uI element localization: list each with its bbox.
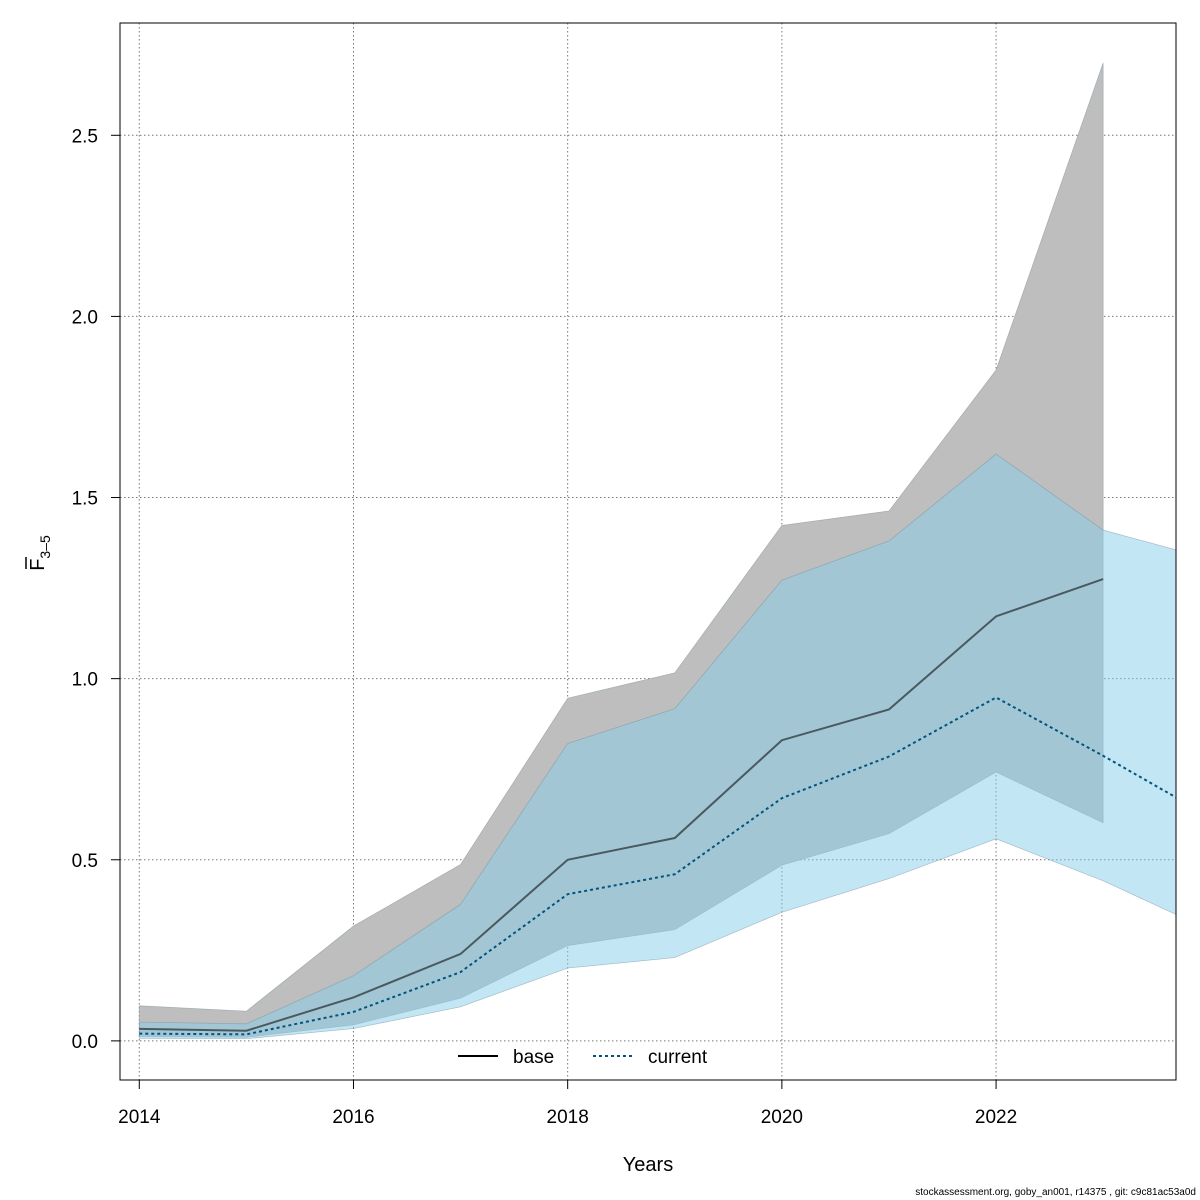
x-axis: 2014 2016 2018 2020 2022	[118, 1080, 1017, 1128]
y-axis: 0.0 0.5 1.0 1.5 2.0 2.5	[72, 126, 120, 1053]
y-axis-title: F3–5	[25, 535, 53, 571]
line-base	[139, 578, 1104, 1032]
x-tick-label-2020: 2020	[761, 1107, 803, 1128]
confidence-bands	[138, 62, 1176, 1040]
legend-label-current: current	[648, 1047, 708, 1068]
x-tick-label-2018: 2018	[547, 1107, 589, 1128]
x-axis-title: Years	[623, 1154, 673, 1176]
series-lines	[139, 578, 1176, 1036]
legend-label-base: base	[513, 1047, 554, 1068]
footer-source-note: stockassessment.org, goby_an001, r14375 …	[915, 1187, 1196, 1198]
y-tick-label-0.0: 0.0	[72, 1032, 98, 1053]
line-current	[139, 696, 1176, 1036]
y-tick-label-1.5: 1.5	[72, 489, 98, 510]
y-axis-title-main: F	[27, 559, 49, 571]
y-tick-label-2.5: 2.5	[72, 126, 98, 147]
band-current	[138, 453, 1176, 1040]
y-tick-label-1.0: 1.0	[72, 670, 98, 691]
x-tick-label-2022: 2022	[975, 1107, 1017, 1128]
y-tick-label-2.0: 2.0	[72, 307, 98, 328]
x-tick-label-2014: 2014	[118, 1107, 161, 1128]
svg-text:F3–5: F3–5	[27, 535, 53, 571]
x-tick-label-2016: 2016	[332, 1107, 374, 1128]
y-tick-label-0.5: 0.5	[72, 851, 98, 872]
plot-frame	[119, 22, 1177, 1081]
y-axis-title-sub: 3–5	[37, 535, 53, 559]
legend: base current	[458, 1047, 708, 1068]
